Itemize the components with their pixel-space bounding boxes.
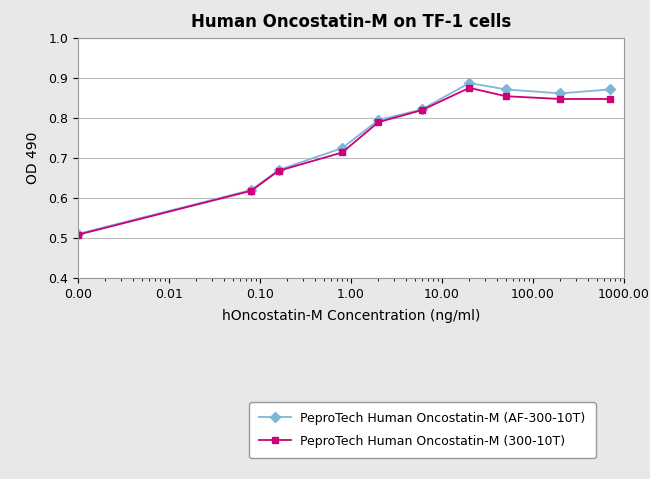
PeproTech Human Oncostatin-M (300-10T) [374, 119, 382, 125]
PeproTech Human Oncostatin-M (AF-300-10T) [374, 117, 382, 123]
PeproTech Human Oncostatin-M (300-10T) [275, 168, 283, 174]
PeproTech Human Oncostatin-M (AF-300-10T) [338, 145, 346, 151]
PeproTech Human Oncostatin-M (300-10T) [338, 149, 346, 155]
PeproTech Human Oncostatin-M (300-10T) [556, 96, 564, 102]
PeproTech Human Oncostatin-M (300-10T) [74, 232, 82, 238]
Line: PeproTech Human Oncostatin-M (AF-300-10T): PeproTech Human Oncostatin-M (AF-300-10T… [75, 80, 614, 238]
Legend: PeproTech Human Oncostatin-M (AF-300-10T), PeproTech Human Oncostatin-M (300-10T: PeproTech Human Oncostatin-M (AF-300-10T… [249, 402, 596, 458]
PeproTech Human Oncostatin-M (AF-300-10T) [275, 167, 283, 173]
PeproTech Human Oncostatin-M (AF-300-10T) [418, 106, 426, 112]
PeproTech Human Oncostatin-M (300-10T) [418, 107, 426, 113]
Line: PeproTech Human Oncostatin-M (300-10T): PeproTech Human Oncostatin-M (300-10T) [75, 84, 614, 238]
PeproTech Human Oncostatin-M (AF-300-10T) [465, 80, 473, 86]
X-axis label: hOncostatin-M Concentration (ng/ml): hOncostatin-M Concentration (ng/ml) [222, 309, 480, 323]
PeproTech Human Oncostatin-M (AF-300-10T) [74, 231, 82, 237]
Y-axis label: OD 490: OD 490 [26, 132, 40, 184]
PeproTech Human Oncostatin-M (300-10T) [606, 96, 614, 102]
PeproTech Human Oncostatin-M (300-10T) [465, 85, 473, 91]
PeproTech Human Oncostatin-M (AF-300-10T) [606, 87, 614, 92]
PeproTech Human Oncostatin-M (300-10T) [247, 188, 255, 194]
Title: Human Oncostatin-M on TF-1 cells: Human Oncostatin-M on TF-1 cells [191, 13, 511, 31]
PeproTech Human Oncostatin-M (300-10T) [502, 93, 510, 99]
PeproTech Human Oncostatin-M (AF-300-10T) [556, 91, 564, 96]
PeproTech Human Oncostatin-M (AF-300-10T) [247, 187, 255, 193]
PeproTech Human Oncostatin-M (AF-300-10T) [502, 87, 510, 92]
